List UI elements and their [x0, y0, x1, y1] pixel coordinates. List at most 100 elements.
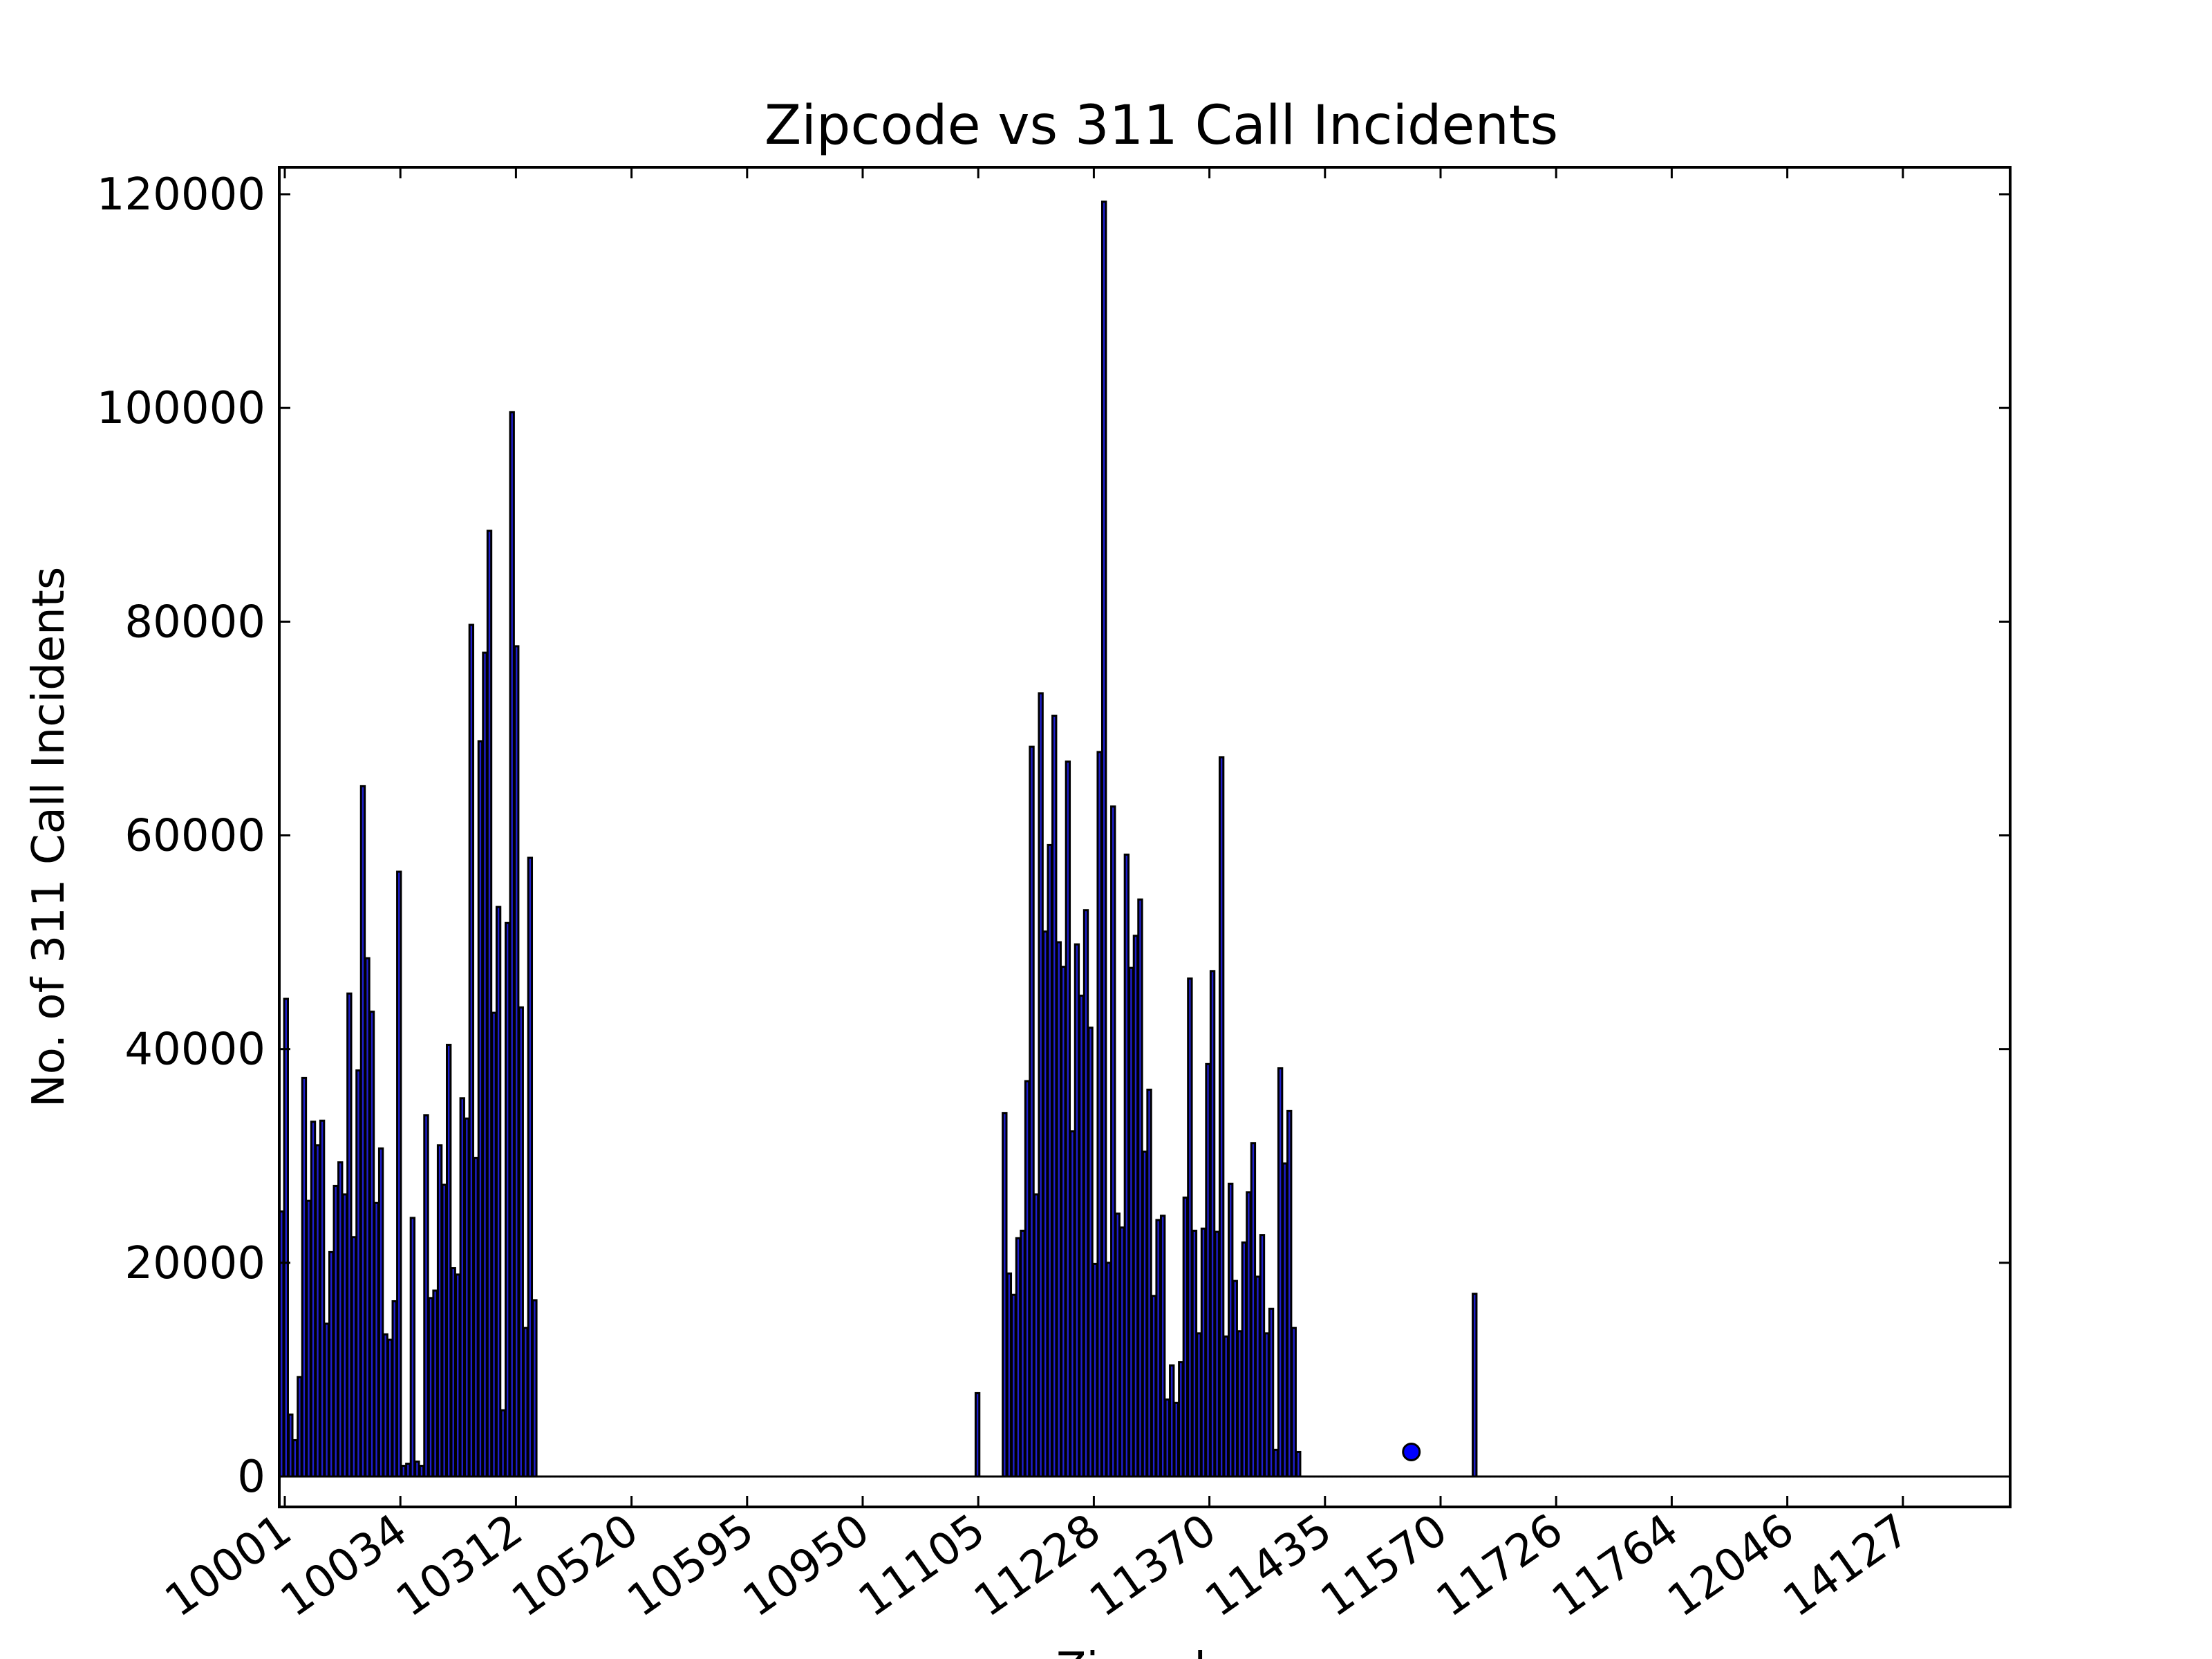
bar [1110, 805, 1116, 1478]
bar [319, 1119, 326, 1478]
bar [1159, 1215, 1166, 1478]
bar [1146, 1088, 1152, 1478]
bar [1218, 756, 1225, 1478]
bar [1237, 1330, 1243, 1478]
bars-group [279, 200, 2011, 1478]
bar [1065, 760, 1071, 1478]
bar [1024, 1080, 1031, 1478]
bar [1200, 1227, 1207, 1478]
bar [1268, 1307, 1275, 1478]
bar [1191, 1229, 1198, 1478]
bar [418, 1465, 425, 1478]
bar [1169, 1364, 1175, 1478]
bar [423, 1114, 429, 1478]
bar [532, 1299, 538, 1478]
bar [409, 1217, 416, 1478]
bar [1033, 1193, 1040, 1478]
bar [1060, 966, 1067, 1478]
bar [1020, 1229, 1026, 1478]
bar [1128, 966, 1134, 1478]
bar [1286, 1109, 1293, 1478]
bar [1074, 943, 1080, 1478]
bar [1105, 1262, 1112, 1478]
bar [459, 1097, 465, 1478]
bar [364, 957, 371, 1478]
bar [1015, 1237, 1022, 1478]
bar [974, 1391, 981, 1478]
bar [1223, 1335, 1229, 1478]
bar [455, 1273, 461, 1478]
bar [1246, 1191, 1252, 1478]
bar [1078, 994, 1085, 1478]
bar [1155, 1219, 1161, 1478]
y-axis-label: No. of 311 Call Incidents [24, 567, 75, 1107]
x-axis-label: Zipcode [1056, 1644, 1234, 1659]
bar [1264, 1332, 1270, 1478]
bar [1295, 1450, 1302, 1478]
bar [310, 1121, 317, 1478]
bar [396, 870, 402, 1478]
bar [315, 1144, 321, 1478]
bar [486, 529, 493, 1478]
bar [377, 1147, 384, 1478]
bar [509, 411, 515, 1478]
bar [1087, 1027, 1094, 1478]
bar [1291, 1327, 1297, 1478]
bar [514, 645, 520, 1478]
bar [337, 1161, 344, 1478]
bar [346, 992, 353, 1478]
bar [1232, 1280, 1238, 1478]
bar [387, 1338, 393, 1478]
chart-title: Zipcode vs 311 Call Incidents [765, 95, 1558, 157]
bar [1196, 1332, 1202, 1478]
bar [1205, 1062, 1211, 1478]
bar [341, 1193, 348, 1478]
bar [328, 1250, 335, 1478]
bar [1277, 1067, 1284, 1478]
bar [292, 1438, 299, 1478]
bar [1150, 1295, 1157, 1478]
bar [1132, 935, 1139, 1478]
bar [468, 624, 475, 1478]
bar [355, 1069, 362, 1478]
bar [1119, 1226, 1125, 1478]
bar [1002, 1112, 1008, 1478]
bar [450, 1267, 456, 1478]
bar [1164, 1398, 1170, 1478]
bar [301, 1076, 308, 1478]
bar [1178, 1361, 1184, 1478]
bar [1241, 1241, 1248, 1478]
bar [527, 856, 534, 1478]
bar [1187, 977, 1193, 1478]
bar [1259, 1234, 1266, 1478]
bar [1137, 898, 1143, 1478]
bar [1069, 1130, 1076, 1478]
bar [400, 1465, 406, 1478]
marker-point [1402, 1442, 1421, 1461]
bar [473, 1156, 479, 1478]
bar [1056, 941, 1062, 1478]
bar [1182, 1197, 1189, 1478]
bar [373, 1201, 379, 1478]
bar [1038, 692, 1044, 1478]
bar [523, 1327, 529, 1478]
bar [1209, 970, 1216, 1478]
bar [1011, 1293, 1017, 1478]
bar [1096, 751, 1103, 1478]
bar [405, 1462, 411, 1478]
bar [1082, 909, 1089, 1478]
bar [1047, 843, 1053, 1478]
bar [445, 1043, 452, 1478]
y-tick-label: 20000 [124, 1238, 265, 1289]
bar [283, 997, 289, 1478]
bar [464, 1117, 470, 1478]
bar [1006, 1272, 1013, 1478]
y-tick-label: 0 [237, 1452, 265, 1503]
plot-frame [278, 166, 2012, 1508]
bar [297, 1376, 303, 1478]
bar [1173, 1401, 1179, 1478]
bar [382, 1333, 388, 1478]
bar [1051, 714, 1058, 1478]
bar [491, 1011, 497, 1478]
